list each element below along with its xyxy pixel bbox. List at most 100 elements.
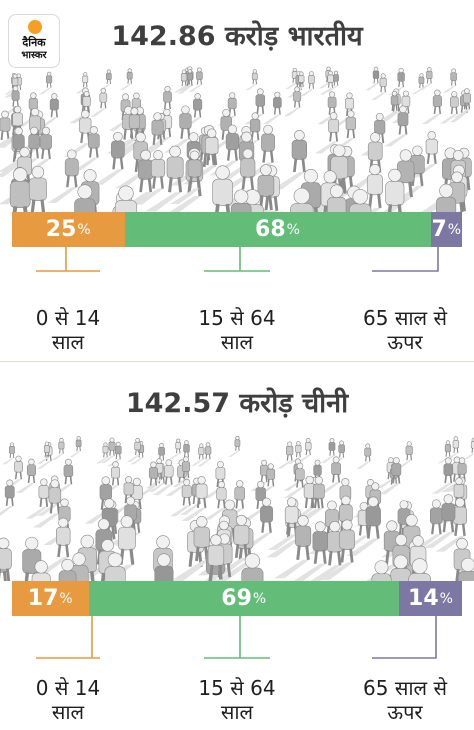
person-figure	[100, 437, 116, 464]
connector-lines-china	[36, 616, 437, 659]
chart-title-china: 142.57 करोड़ चीनी	[125, 388, 349, 419]
person-figure	[431, 457, 454, 494]
person-figure	[0, 479, 15, 516]
person-figure	[262, 91, 282, 124]
connector-young	[36, 247, 100, 272]
person-figure	[349, 189, 372, 212]
section-divider	[0, 361, 474, 362]
category-label-young: 0 से 14 साल	[35, 306, 101, 354]
person-figure	[408, 558, 432, 581]
person-figure	[320, 438, 336, 463]
person-figure	[319, 519, 355, 581]
person-figure	[154, 553, 174, 581]
person-figure	[181, 476, 208, 521]
person-figure	[169, 478, 192, 517]
person-figure	[310, 521, 343, 581]
connector-elderly	[372, 616, 437, 659]
person-figure	[241, 189, 265, 212]
person-figure	[424, 494, 456, 548]
person-figure	[346, 496, 381, 556]
crowd-illustration-china	[0, 426, 474, 581]
person-figure	[442, 68, 457, 93]
crowd-image	[0, 66, 472, 212]
person-figure	[74, 184, 96, 212]
person-figure	[28, 165, 47, 212]
data-label-elderly: 7	[431, 217, 447, 242]
bar-segment-elderly: 14%	[399, 581, 462, 616]
connector-young	[36, 616, 100, 659]
person-figure	[245, 69, 258, 91]
category-label-young: 0 से 14 साल	[35, 676, 101, 724]
person-figure	[0, 537, 12, 581]
person-figure	[180, 69, 193, 91]
person-figure	[277, 441, 294, 469]
person-figure	[384, 105, 409, 147]
person-figure	[212, 165, 233, 212]
category-label-working: 15 से 64 साल	[198, 676, 276, 724]
stacked-bar-india: 25% 68% 7%	[12, 212, 462, 247]
person-figure	[379, 457, 402, 495]
person-figure	[51, 438, 65, 461]
person-figure	[63, 109, 92, 157]
person-figure	[314, 112, 340, 154]
person-figure	[418, 67, 433, 91]
unit-label: %	[286, 221, 300, 238]
person-figure	[31, 560, 51, 581]
unit-label: %	[439, 590, 453, 607]
person-figure	[371, 560, 392, 581]
person-figure	[241, 553, 264, 581]
person-figure	[385, 168, 405, 212]
data-label-working: 69	[221, 586, 252, 611]
person-figure	[283, 86, 302, 117]
person-figure	[203, 481, 227, 520]
connector-elderly	[372, 247, 439, 272]
person-figure	[38, 71, 53, 95]
person-figure	[133, 150, 166, 205]
person-figure	[242, 480, 266, 521]
unit-label: %	[59, 590, 73, 607]
person-figure	[453, 88, 471, 118]
connector-lines-india	[36, 247, 439, 272]
person-figure	[290, 187, 314, 212]
person-figure	[69, 436, 82, 458]
person-figure	[366, 164, 383, 212]
person-figure	[120, 68, 133, 90]
person-figure	[365, 66, 380, 91]
person-figure	[421, 89, 442, 124]
person-figure	[371, 73, 387, 100]
person-figure	[381, 90, 399, 120]
bar-segment-working: 68%	[124, 212, 431, 247]
person-figure	[436, 183, 457, 212]
person-figure	[114, 185, 138, 212]
unit-label: %	[77, 221, 91, 238]
person-figure	[297, 438, 312, 462]
person-figure	[172, 456, 191, 487]
crowd-image	[0, 436, 474, 581]
person-figure	[293, 521, 328, 581]
person-figure	[118, 149, 154, 210]
person-figure	[137, 461, 158, 496]
dainik-bhaskar-logo: दैनिक भास्कर	[8, 14, 60, 68]
person-figure	[464, 437, 474, 459]
data-label-young: 17	[27, 586, 59, 611]
unit-label: %	[252, 590, 267, 607]
person-figure	[439, 91, 459, 124]
logo-text-line2: भास्कर	[21, 50, 47, 61]
connector-working	[204, 247, 270, 272]
person-figure	[272, 130, 308, 190]
logo-text-line1: दैनिक	[22, 36, 46, 49]
person-figure	[32, 479, 62, 528]
person-figure	[152, 459, 174, 496]
person-figure	[126, 437, 141, 462]
data-label-working: 68	[255, 217, 286, 242]
person-figure	[145, 145, 184, 212]
person-figure	[170, 150, 202, 205]
bar-segment-young: 25%	[12, 212, 125, 247]
person-figure	[15, 458, 36, 493]
person-figure	[319, 70, 334, 95]
person-figure	[38, 93, 59, 128]
person-figure	[2, 442, 15, 465]
person-figure	[457, 557, 474, 581]
person-figure	[274, 515, 312, 579]
person-figure	[228, 436, 241, 457]
